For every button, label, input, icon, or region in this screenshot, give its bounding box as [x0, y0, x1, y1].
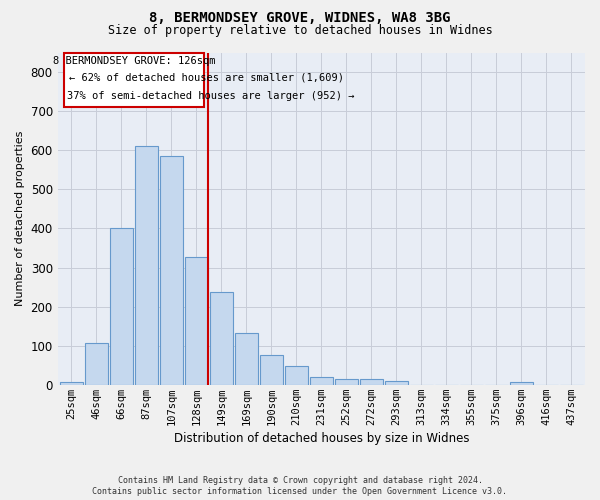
Bar	[385, 382, 408, 385]
Text: Size of property relative to detached houses in Widnes: Size of property relative to detached ho…	[107, 24, 493, 37]
Bar	[60, 382, 83, 385]
Bar	[185, 256, 208, 385]
Bar	[85, 344, 108, 385]
FancyBboxPatch shape	[64, 52, 204, 107]
Y-axis label: Number of detached properties: Number of detached properties	[15, 131, 25, 306]
Bar	[335, 379, 358, 385]
Text: Contains public sector information licensed under the Open Government Licence v3: Contains public sector information licen…	[92, 487, 508, 496]
Bar	[110, 228, 133, 385]
Text: Contains HM Land Registry data © Crown copyright and database right 2024.: Contains HM Land Registry data © Crown c…	[118, 476, 482, 485]
Bar	[510, 382, 533, 385]
Bar	[285, 366, 308, 385]
Text: ← 62% of detached houses are smaller (1,609): ← 62% of detached houses are smaller (1,…	[69, 72, 344, 82]
Text: 8, BERMONDSEY GROVE, WIDNES, WA8 3BG: 8, BERMONDSEY GROVE, WIDNES, WA8 3BG	[149, 11, 451, 25]
Bar	[160, 156, 183, 385]
Bar	[135, 146, 158, 385]
Bar	[260, 354, 283, 385]
Text: 8 BERMONDSEY GROVE: 126sqm: 8 BERMONDSEY GROVE: 126sqm	[53, 56, 215, 66]
X-axis label: Distribution of detached houses by size in Widnes: Distribution of detached houses by size …	[173, 432, 469, 445]
Bar	[210, 292, 233, 385]
Text: 37% of semi-detached houses are larger (952) →: 37% of semi-detached houses are larger (…	[67, 92, 354, 102]
Bar	[360, 379, 383, 385]
Bar	[235, 333, 258, 385]
Bar	[310, 377, 333, 385]
